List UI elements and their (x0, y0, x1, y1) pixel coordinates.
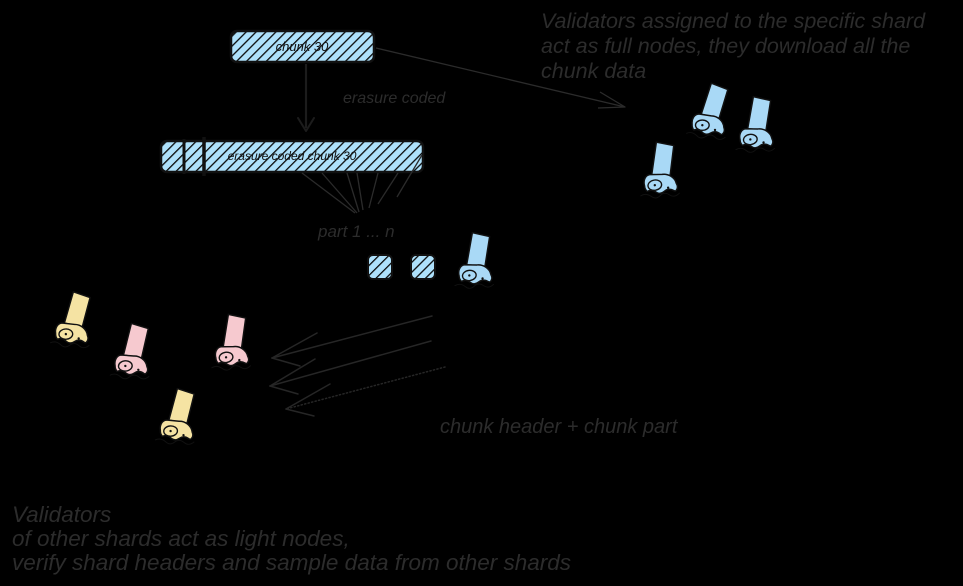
svg-text:verify shard headers and sampl: verify shard headers and sample data fro… (12, 550, 571, 575)
svg-text:erasure coded chunk 30: erasure coded chunk 30 (228, 149, 357, 163)
svg-text:Validators assigned to the spe: Validators assigned to the specific shar… (541, 9, 926, 33)
svg-text:chunk data: chunk data (541, 59, 646, 83)
svg-text:chunk header + chunk part: chunk header + chunk part (440, 416, 679, 438)
svg-text:of other shards act as light n: of other shards act as light nodes, (12, 526, 350, 551)
svg-text:chunk 30: chunk 30 (276, 39, 330, 54)
svg-text:erasure coded: erasure coded (343, 90, 446, 107)
svg-text:Validators: Validators (12, 502, 111, 527)
svg-text:part 1 ... n: part 1 ... n (317, 222, 395, 241)
svg-text:act as full nodes, they downlo: act as full nodes, they download all the (541, 34, 910, 58)
